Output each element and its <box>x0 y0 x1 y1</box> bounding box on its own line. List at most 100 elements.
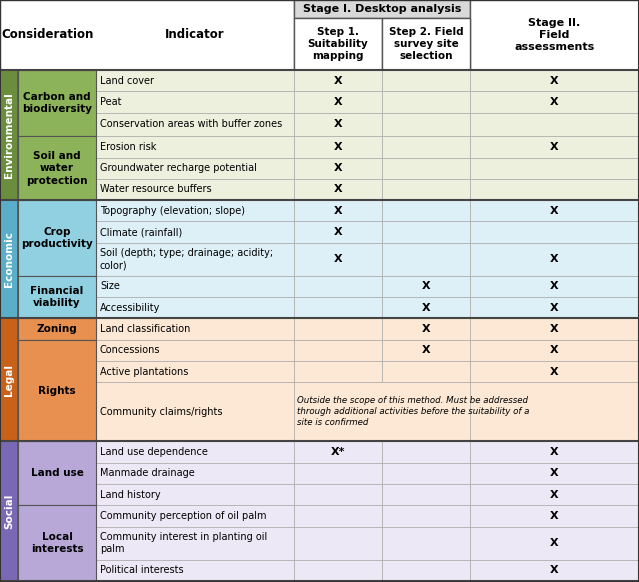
Bar <box>294 276 382 297</box>
Text: Economic: Economic <box>4 231 14 288</box>
Bar <box>18 200 96 276</box>
Bar <box>470 318 639 340</box>
Text: X: X <box>550 97 559 107</box>
Text: Carbon and
biodiversity: Carbon and biodiversity <box>22 92 92 114</box>
Text: Accessibility: Accessibility <box>100 303 160 313</box>
Bar <box>294 484 382 505</box>
Text: Erosion risk: Erosion risk <box>100 142 157 152</box>
Text: Land classification: Land classification <box>100 324 190 334</box>
Bar <box>96 463 294 484</box>
Bar <box>382 340 470 361</box>
Text: Manmade drainage: Manmade drainage <box>100 469 195 478</box>
Bar <box>0 70 18 200</box>
Bar <box>382 484 470 505</box>
Bar <box>470 91 639 112</box>
Bar <box>294 0 470 18</box>
Bar <box>382 276 470 297</box>
Bar <box>470 463 639 484</box>
Text: X: X <box>550 469 559 478</box>
Bar <box>382 361 470 382</box>
Text: X: X <box>334 254 343 264</box>
Bar <box>294 200 382 221</box>
Bar <box>470 527 639 560</box>
Text: Active plantations: Active plantations <box>100 367 189 377</box>
Bar <box>96 560 294 581</box>
Text: Financial
viability: Financial viability <box>31 286 84 308</box>
Bar <box>470 484 639 505</box>
Text: Water resource buffers: Water resource buffers <box>100 184 212 194</box>
Bar <box>470 158 639 179</box>
Text: Indicator: Indicator <box>166 29 225 41</box>
Text: Step 1.
Suitability
mapping: Step 1. Suitability mapping <box>307 27 368 61</box>
Bar <box>0 0 294 70</box>
Bar <box>382 560 470 581</box>
Bar <box>96 441 294 463</box>
Bar <box>0 318 18 441</box>
Bar <box>470 505 639 527</box>
Bar <box>96 112 294 136</box>
Bar <box>470 560 639 581</box>
Text: X: X <box>550 345 559 356</box>
Bar <box>18 505 96 581</box>
Bar <box>96 382 294 441</box>
Bar <box>18 340 96 441</box>
Text: Groundwater recharge potential: Groundwater recharge potential <box>100 163 257 173</box>
Bar <box>294 382 470 441</box>
Text: Conservation areas with buffer zones: Conservation areas with buffer zones <box>100 119 282 129</box>
Bar <box>18 136 96 200</box>
Bar <box>382 18 470 70</box>
Bar <box>294 505 382 527</box>
Bar <box>96 297 294 318</box>
Text: X: X <box>334 97 343 107</box>
Bar <box>294 361 382 382</box>
Text: Topography (elevation; slope): Topography (elevation; slope) <box>100 206 245 216</box>
Bar <box>18 441 96 505</box>
Bar <box>294 318 382 340</box>
Bar <box>294 527 382 560</box>
Bar <box>382 200 470 221</box>
Bar <box>96 136 294 158</box>
Text: Land use: Land use <box>31 469 84 478</box>
Bar <box>96 243 294 276</box>
Bar <box>382 527 470 560</box>
Text: Legal: Legal <box>4 364 14 396</box>
Text: X: X <box>334 76 343 86</box>
Text: X: X <box>422 345 430 356</box>
Bar <box>294 463 382 484</box>
Text: X: X <box>550 254 559 264</box>
Bar <box>382 318 470 340</box>
Bar <box>382 221 470 243</box>
Text: X: X <box>550 76 559 86</box>
Bar <box>470 382 639 441</box>
Bar <box>96 361 294 382</box>
Text: X: X <box>334 142 343 152</box>
Bar <box>294 91 382 112</box>
Bar <box>294 179 382 200</box>
Text: X: X <box>550 142 559 152</box>
Text: Soil and
water
protection: Soil and water protection <box>26 151 88 186</box>
Bar <box>18 70 96 136</box>
Bar <box>96 484 294 505</box>
Bar <box>470 340 639 361</box>
Bar <box>470 361 639 382</box>
Bar <box>470 136 639 158</box>
Bar <box>382 91 470 112</box>
Bar <box>96 91 294 112</box>
Bar <box>470 243 639 276</box>
Text: Crop
productivity: Crop productivity <box>21 227 93 249</box>
Bar <box>470 112 639 136</box>
Bar <box>96 340 294 361</box>
Text: Climate (rainfall): Climate (rainfall) <box>100 227 182 237</box>
Text: X: X <box>550 447 559 457</box>
Bar <box>18 276 96 318</box>
Bar <box>18 318 96 340</box>
Bar <box>470 276 639 297</box>
Text: X: X <box>334 184 343 194</box>
Bar <box>0 200 18 318</box>
Text: Land history: Land history <box>100 489 160 500</box>
Bar <box>382 505 470 527</box>
Bar <box>96 527 294 560</box>
Text: X: X <box>334 227 343 237</box>
Text: Zoning: Zoning <box>36 324 77 334</box>
Text: Social: Social <box>4 494 14 529</box>
